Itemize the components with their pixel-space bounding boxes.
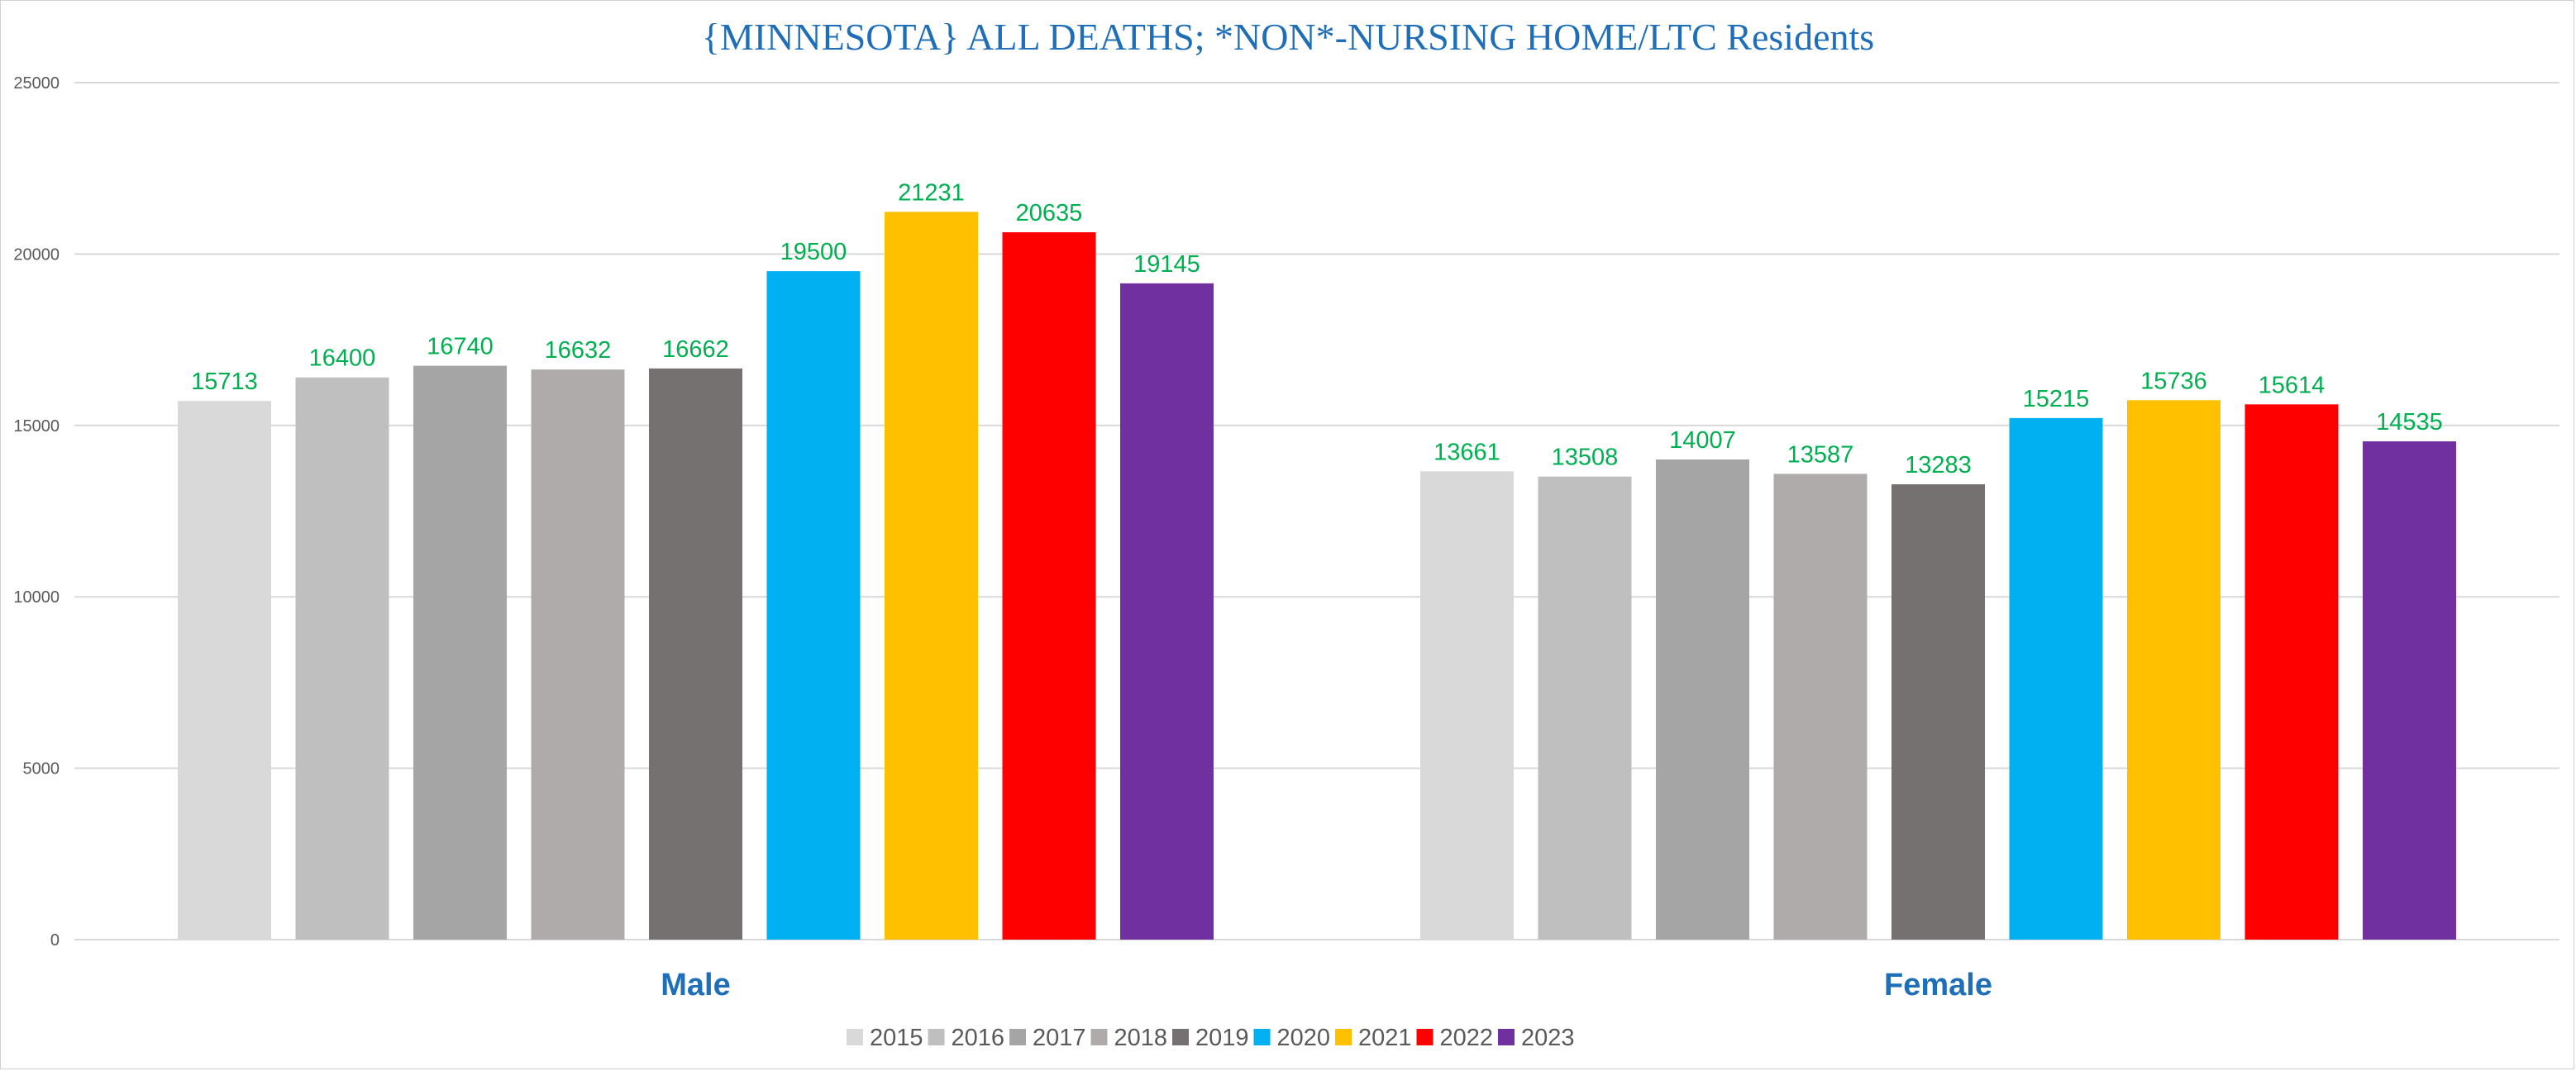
- y-tick-label: 0: [50, 931, 60, 950]
- legend-label-2022: 2022: [1440, 1025, 1494, 1051]
- legend-label-2016: 2016: [952, 1025, 1005, 1051]
- bar-male-2022: [1002, 232, 1096, 940]
- bar-female-2023: [2363, 441, 2456, 940]
- bar-female-2018: [1773, 474, 1868, 940]
- data-label: 16740: [427, 334, 494, 360]
- bar-male-2016: [295, 377, 389, 940]
- legend-swatch-2021: [1335, 1029, 1352, 1045]
- legend-label-2019: 2019: [1195, 1025, 1249, 1051]
- bar-female-2016: [1538, 476, 1632, 940]
- data-label: 19145: [1133, 251, 1200, 278]
- data-label: 20635: [1016, 200, 1083, 226]
- data-label: 13283: [1905, 452, 1972, 478]
- category-axis: Male Female: [661, 968, 1992, 1002]
- chart-title: {MINNESOTA} ALL DEATHS; *NON*-NURSING HO…: [702, 16, 1874, 58]
- legend-swatch-2016: [928, 1029, 945, 1045]
- legend-swatch-2018: [1090, 1029, 1108, 1045]
- y-tick-label: 5000: [23, 760, 60, 778]
- data-label: 13587: [1787, 441, 1854, 468]
- bar-female-2022: [2244, 404, 2339, 940]
- bar-female-2020: [2009, 417, 2103, 940]
- data-label: 16662: [662, 336, 729, 363]
- data-label: 16400: [309, 345, 376, 372]
- data-label: 19500: [780, 239, 847, 265]
- legend-label-2018: 2018: [1114, 1025, 1168, 1051]
- y-tick-label: 15000: [13, 417, 60, 436]
- bar-male-2015: [178, 401, 271, 940]
- data-label: 14007: [1669, 427, 1736, 454]
- legend-swatch-2015: [847, 1029, 863, 1045]
- bar-male-2018: [531, 369, 625, 940]
- legend-swatch-2020: [1253, 1029, 1271, 1045]
- legend-label-2020: 2020: [1277, 1025, 1331, 1051]
- y-tick-label: 10000: [13, 588, 60, 607]
- data-label: 21231: [898, 179, 965, 206]
- bar-female-2019: [1891, 484, 1985, 940]
- bar-male-2021: [885, 212, 978, 940]
- bar-male-2020: [766, 271, 861, 940]
- legend-label-2015: 2015: [870, 1025, 923, 1051]
- data-label: 16632: [545, 337, 612, 364]
- bar-male-2019: [649, 368, 742, 940]
- data-label: 14535: [2376, 409, 2443, 436]
- legend-label-2023: 2023: [1521, 1025, 1575, 1051]
- category-label-male: Male: [661, 968, 730, 1002]
- y-tick-label: 20000: [13, 245, 60, 264]
- y-axis-ticks: 0 5000 10000 15000 20000 25000: [13, 74, 60, 950]
- data-label: 15614: [2259, 372, 2326, 398]
- legend: 2015 2016 2017 2018 2019 2020 2021 2022 2023: [847, 1025, 1575, 1051]
- bar-female-2015: [1420, 471, 1514, 940]
- data-label: 15215: [2023, 386, 2090, 412]
- data-label: 15736: [2140, 368, 2207, 394]
- bar-male-2017: [413, 365, 507, 940]
- bar-male-2023: [1120, 283, 1214, 940]
- legend-swatch-2017: [1009, 1029, 1026, 1045]
- bar-female-2017: [1656, 459, 1749, 940]
- category-label-female: Female: [1884, 968, 1992, 1002]
- legend-swatch-2023: [1498, 1029, 1515, 1045]
- legend-label-2017: 2017: [1033, 1025, 1086, 1051]
- data-label: 13508: [1552, 445, 1619, 471]
- y-tick-label: 25000: [13, 74, 60, 93]
- legend-label-2021: 2021: [1358, 1025, 1412, 1051]
- data-label: 15713: [191, 369, 258, 395]
- legend-swatch-2019: [1172, 1029, 1189, 1045]
- data-label: 13661: [1433, 439, 1500, 465]
- bar-layer: [178, 212, 2456, 940]
- bar-female-2021: [2127, 400, 2221, 940]
- data-label-layer: 15713 16400 16740 16632 16662 19500 21231 20635…: [191, 179, 2443, 478]
- legend-swatch-2022: [1416, 1029, 1433, 1045]
